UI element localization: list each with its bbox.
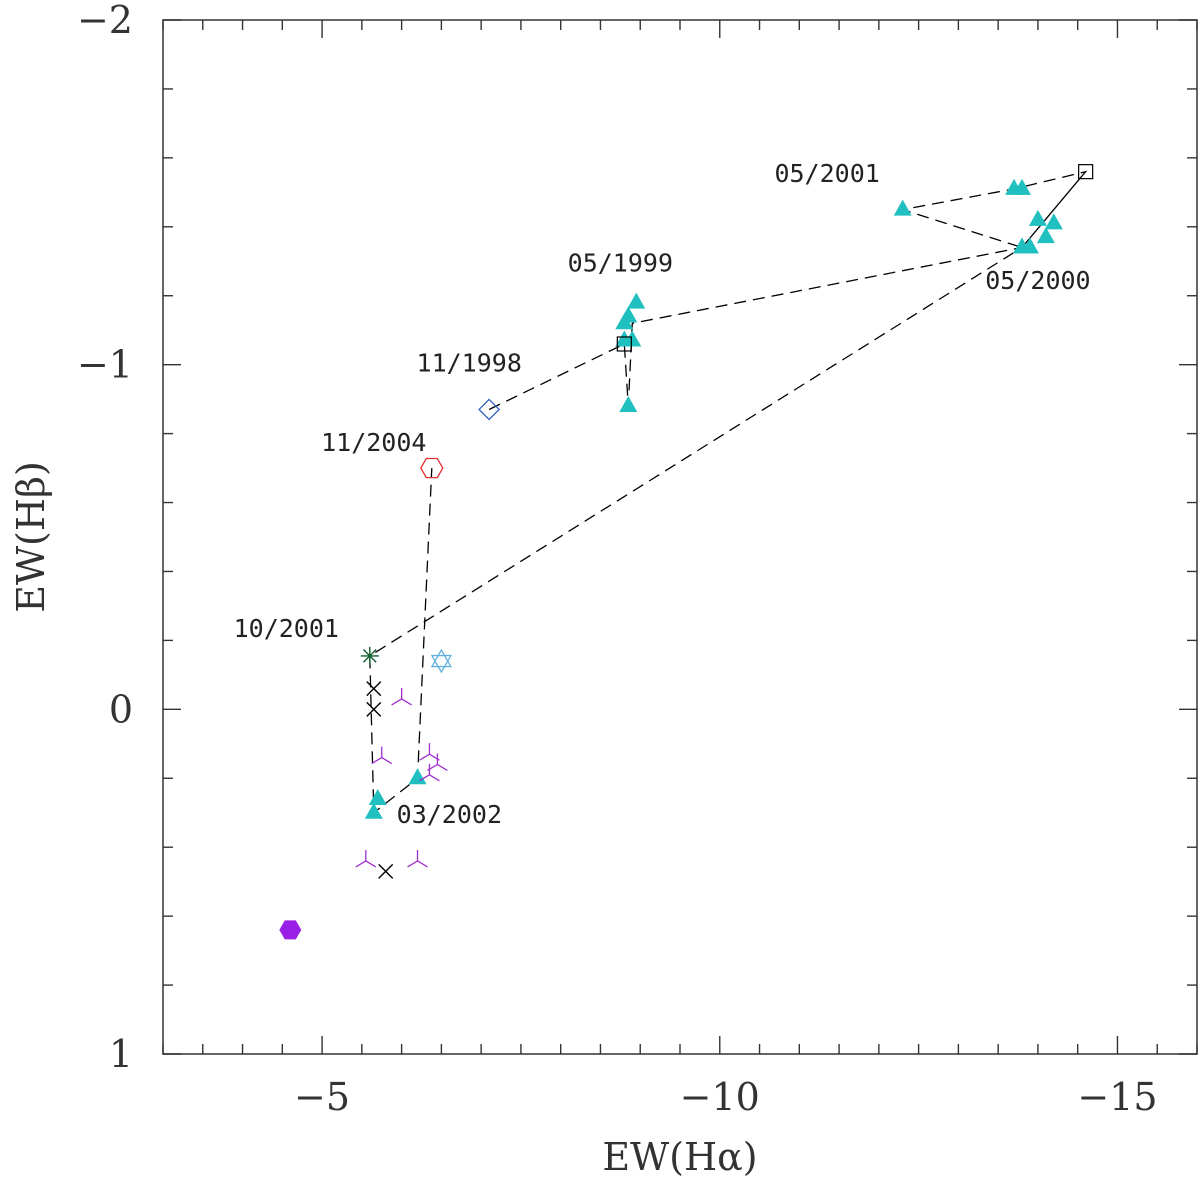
triangle-marker	[368, 788, 387, 805]
tripod-marker	[407, 849, 428, 868]
date-label: 03/2002	[397, 800, 502, 829]
date-label: 05/2000	[985, 266, 1090, 295]
triangle-marker	[623, 330, 642, 347]
triangle-marker	[1036, 227, 1055, 244]
y-tick-label: 0	[109, 687, 133, 731]
triangle-marker	[627, 292, 646, 309]
y-tick-label: −1	[77, 343, 133, 387]
asterisk-arm	[362, 649, 377, 663]
tripod-arm	[355, 860, 367, 868]
cross-arm	[378, 863, 394, 879]
tripod-marker	[391, 687, 412, 706]
cross-marker	[378, 863, 394, 879]
date-annotations: 05/2001 05/2000 05/1999 11/1998 11/2004 10/20…	[234, 159, 1091, 829]
star-triangle	[430, 648, 453, 668]
x-tick-labels: −5 −10 −15	[294, 1075, 1158, 1119]
asterisk-marker	[360, 646, 379, 665]
tripod-arm	[365, 860, 377, 868]
tripod-arm	[381, 757, 393, 765]
tripod-arm	[429, 774, 440, 782]
y-tick-labels: −2 −1 0 1	[77, 0, 133, 1076]
triangle-marker	[615, 313, 634, 330]
x-tick-label: −15	[1077, 1075, 1157, 1119]
star-marker	[430, 648, 453, 674]
y-tick-label: −2	[77, 0, 133, 42]
cross-arm	[366, 701, 382, 717]
date-label: 05/1999	[568, 249, 673, 278]
square-marker	[616, 336, 632, 352]
x-tick-label: −5	[294, 1075, 350, 1119]
y-tick-label: 1	[109, 1032, 133, 1076]
square-marker	[1078, 164, 1094, 180]
y-axis-title: EW(Hβ)	[9, 461, 53, 613]
date-label: 11/2004	[321, 428, 426, 457]
triangle-marker	[1013, 178, 1032, 195]
tripod-arm	[419, 774, 430, 782]
tripod-marker	[419, 763, 440, 782]
cross-marker	[366, 681, 382, 697]
triangle-marker	[893, 199, 912, 216]
triangle-marker	[364, 802, 383, 819]
cross-arm	[366, 681, 382, 697]
triangle-marker	[1044, 213, 1063, 230]
x-tick-label: −10	[680, 1075, 760, 1119]
cross-marker	[366, 701, 382, 717]
triangle-marker	[1020, 237, 1039, 254]
date-label: 10/2001	[234, 614, 339, 643]
minor-ticks	[162, 19, 1198, 1055]
tripod-arm	[419, 753, 430, 761]
tripod-marker	[355, 849, 377, 868]
x-axis-title: EW(Hα)	[602, 1135, 757, 1179]
open-hexagon-marker	[420, 457, 444, 479]
triangle-marker	[619, 396, 638, 413]
filled-hexagon-marker	[279, 920, 302, 940]
tripod-arm	[391, 698, 402, 706]
date-label: 11/1998	[417, 349, 522, 378]
diamond-marker	[478, 398, 501, 421]
triangle-marker	[408, 768, 427, 785]
date-label: 05/2001	[774, 159, 879, 188]
tripod-arm	[417, 860, 428, 868]
tripod-arm	[371, 757, 383, 765]
tripod-marker	[371, 746, 393, 765]
tripod-arm	[437, 763, 448, 772]
triangle-marker	[1028, 209, 1047, 226]
tripod-arm	[401, 698, 412, 706]
star-triangle	[430, 654, 453, 674]
data-markers	[279, 164, 1094, 940]
tripod-arm	[407, 860, 418, 868]
